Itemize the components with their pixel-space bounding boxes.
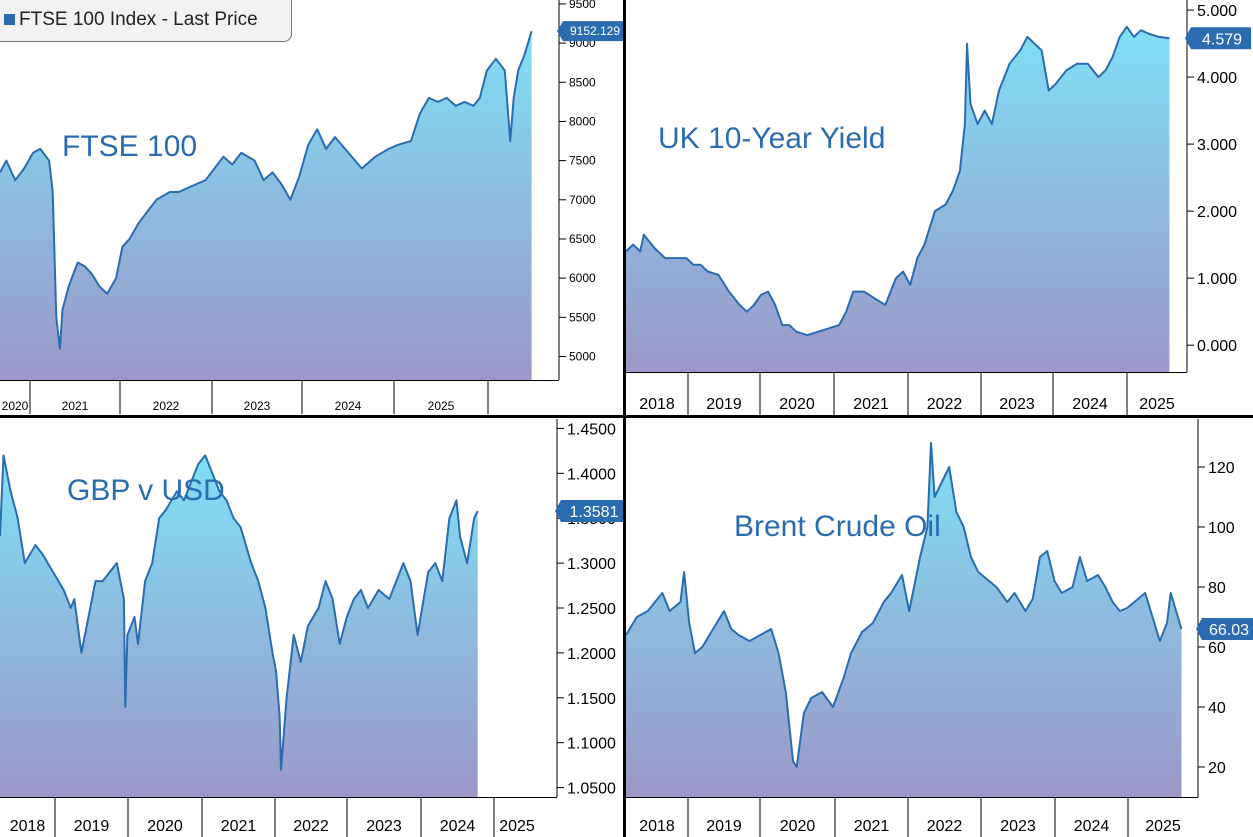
y-tick-label: 1.3000 bbox=[567, 556, 616, 573]
y-tick-label: 1.1000 bbox=[567, 736, 616, 753]
y-tick-label: 6500 bbox=[569, 232, 596, 246]
area-fill bbox=[626, 443, 1182, 797]
legend-box: FTSE 100 Index - Last Price bbox=[0, 0, 292, 42]
x-tick-label: 2018 bbox=[639, 818, 675, 835]
x-tick-label: 2019 bbox=[706, 818, 742, 835]
last-value-label: 1.3581 bbox=[570, 504, 619, 521]
last-value-label: 66.03 bbox=[1209, 622, 1249, 639]
y-tick-label: 1.4000 bbox=[567, 466, 616, 483]
x-tick-label: 2021 bbox=[62, 399, 89, 413]
last-value-box bbox=[1196, 618, 1253, 640]
area-fill bbox=[0, 31, 532, 380]
x-tick-label: 2018 bbox=[10, 818, 46, 835]
x-tick-label: 2024 bbox=[1074, 818, 1110, 835]
y-tick-label: 1.4500 bbox=[567, 421, 616, 438]
series-line bbox=[0, 454, 479, 771]
x-tick-label: 2023 bbox=[999, 396, 1035, 413]
x-tick-label: 2022 bbox=[153, 399, 180, 413]
x-tick-label: 2022 bbox=[293, 818, 329, 835]
series-line bbox=[0, 30, 533, 350]
area-fill bbox=[0, 455, 478, 797]
x-tick-label: 2022 bbox=[927, 396, 963, 413]
series-line bbox=[625, 25, 1170, 337]
panel-title: FTSE 100 bbox=[62, 130, 197, 163]
x-tick-label: 2023 bbox=[244, 399, 271, 413]
y-tick-label: 40 bbox=[1208, 700, 1226, 717]
x-tick-label: 2019 bbox=[74, 818, 110, 835]
last-value-box bbox=[1185, 27, 1251, 50]
y-tick-label: 20 bbox=[1208, 760, 1226, 777]
x-tick-label: 2023 bbox=[366, 818, 402, 835]
y-tick-label: 2.000 bbox=[1197, 204, 1237, 221]
x-tick-label: 2020 bbox=[779, 396, 815, 413]
last-value-label: 4.579 bbox=[1202, 31, 1242, 48]
y-tick-label: 7000 bbox=[569, 193, 596, 207]
y-tick-label: 80 bbox=[1208, 580, 1226, 597]
x-tick-label: 2021 bbox=[854, 818, 890, 835]
last-value-box bbox=[555, 500, 625, 523]
last-value-label: 9152.129 bbox=[570, 24, 620, 38]
series-line bbox=[625, 442, 1183, 768]
y-tick-label: 7500 bbox=[569, 154, 596, 168]
y-tick-label: 1.0500 bbox=[567, 781, 616, 798]
x-tick-label: 2019 bbox=[706, 396, 742, 413]
x-tick-label: 2025 bbox=[1139, 396, 1175, 413]
y-tick-label: 0.000 bbox=[1197, 338, 1237, 355]
x-tick-label: 2024 bbox=[1072, 396, 1108, 413]
y-tick-label: 6000 bbox=[569, 271, 596, 285]
y-tick-label: 60 bbox=[1208, 640, 1226, 657]
x-tick-label: 2020 bbox=[147, 818, 183, 835]
panel-title: GBP v USD bbox=[67, 474, 225, 507]
x-tick-label: 2018 bbox=[639, 396, 675, 413]
panel-title: UK 10-Year Yield bbox=[658, 122, 885, 155]
x-tick-label: 2025 bbox=[499, 818, 535, 835]
x-tick-label: 2020 bbox=[2, 399, 29, 413]
x-tick-label: 2025 bbox=[1145, 818, 1181, 835]
x-tick-label: 2025 bbox=[428, 399, 455, 413]
last-value-box bbox=[557, 21, 625, 42]
y-tick-label: 8500 bbox=[569, 75, 596, 89]
y-tick-label: 1.000 bbox=[1197, 271, 1237, 288]
y-tick-label: 5000 bbox=[569, 349, 596, 363]
gbp-usd-panel: 1.0500 1.1000 1.1500 1.2000 1.2500 1.3000 1.35… bbox=[0, 419, 625, 837]
y-tick-label: 3.000 bbox=[1197, 137, 1237, 154]
ftse-100-panel: 5000550060006500700075008000850090009500… bbox=[0, 0, 625, 414]
area-fill bbox=[626, 26, 1170, 373]
y-tick-label: 100 bbox=[1208, 520, 1235, 537]
y-tick-label: 5.000 bbox=[1197, 3, 1237, 20]
x-tick-label: 2024 bbox=[440, 818, 476, 835]
legend-label: FTSE 100 Index - Last Price bbox=[19, 9, 258, 30]
y-tick-label: 1.2500 bbox=[567, 601, 616, 618]
legend-swatch bbox=[4, 14, 15, 25]
x-tick-label: 2021 bbox=[853, 396, 889, 413]
y-tick-label: 9500 bbox=[569, 0, 596, 11]
x-tick-label: 2024 bbox=[335, 399, 362, 413]
brent-crude-panel: 20 40 60 80 100 120 2018 2019 2020 2021 2022 2023 20… bbox=[625, 419, 1253, 837]
x-tick-label: 2022 bbox=[927, 818, 963, 835]
y-tick-label: 5500 bbox=[569, 310, 596, 324]
x-tick-label: 2020 bbox=[780, 818, 816, 835]
y-tick-label: 120 bbox=[1208, 460, 1235, 477]
x-tick-label: 2021 bbox=[221, 818, 257, 835]
y-tick-label: 4.000 bbox=[1197, 70, 1237, 87]
y-tick-label: 1.1500 bbox=[567, 691, 616, 708]
x-tick-label: 2023 bbox=[1000, 818, 1036, 835]
uk-10-year-yield-panel: 0.000 1.000 2.000 3.000 4.000 5.000 2018 2019 20… bbox=[625, 0, 1251, 415]
y-tick-label: 1.2000 bbox=[567, 646, 616, 663]
panel-title: Brent Crude Oil bbox=[734, 510, 941, 543]
y-tick-label: 8000 bbox=[569, 114, 596, 128]
